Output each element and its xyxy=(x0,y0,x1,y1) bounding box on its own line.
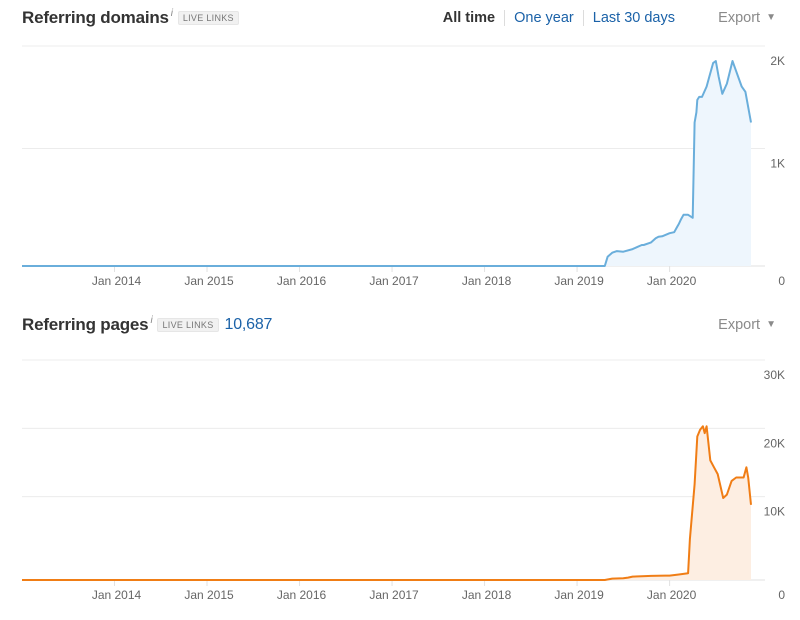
series-line xyxy=(22,60,752,267)
x-tick-label: Jan 2016 xyxy=(277,274,327,288)
export-label: Export xyxy=(718,10,761,26)
live-links-badge: LIVE LINKS xyxy=(157,318,219,332)
referring-pages-total: 10,687 xyxy=(224,316,273,333)
live-links-badge: LIVE LINKS xyxy=(177,11,239,25)
x-tick-label: Jan 2020 xyxy=(647,274,697,288)
x-tick-label: Jan 2017 xyxy=(369,274,419,288)
referring-domains-header: Referring domains i LIVE LINKS All time On… xyxy=(22,8,780,36)
x-tick-label: Jan 2015 xyxy=(184,588,234,602)
info-icon[interactable]: i xyxy=(150,315,153,327)
export-button[interactable]: Export ▼ xyxy=(718,10,776,26)
time-range-tabs: All time One year Last 30 days xyxy=(434,10,684,26)
series-line xyxy=(22,425,752,581)
referring-pages-title-group: Referring pages i LIVE LINKS 10,687 xyxy=(22,315,272,335)
referring-domains-chart: 2K 1K 0 Jan 2014 Jan 2015 Jan 2016 Jan 2017 Jan… xyxy=(22,45,785,288)
series-area xyxy=(22,426,751,580)
x-tick-label: Jan 2019 xyxy=(554,588,604,602)
tab-last-30-days[interactable]: Last 30 days xyxy=(582,10,684,26)
x-tick-label: Jan 2015 xyxy=(184,274,234,288)
tab-all-time[interactable]: All time xyxy=(442,10,496,26)
y-tick-label: 2K xyxy=(770,54,785,68)
y-tick-label: 1K xyxy=(770,157,785,171)
y-tick-label: 20K xyxy=(764,436,785,450)
export-label: Export xyxy=(718,317,761,333)
x-tick-label: Jan 2020 xyxy=(647,588,697,602)
referring-pages-header: Referring pages i LIVE LINKS 10,687 Export ▼ xyxy=(22,315,780,343)
referring-domains-title-group: Referring domains i LIVE LINKS xyxy=(22,8,239,28)
x-tick-label: Jan 2017 xyxy=(369,588,419,602)
y-tick-label: 0 xyxy=(778,588,785,602)
referring-domains-title: Referring domains xyxy=(22,8,169,27)
caret-down-icon: ▼ xyxy=(766,12,776,23)
caret-down-icon: ▼ xyxy=(766,319,776,330)
x-tick-label: Jan 2018 xyxy=(462,588,512,602)
referring-pages-title: Referring pages xyxy=(22,315,149,334)
series-area xyxy=(22,61,751,266)
x-tick-label: Jan 2016 xyxy=(277,588,327,602)
y-tick-label: 10K xyxy=(764,505,785,519)
info-icon[interactable]: i xyxy=(170,8,173,20)
x-tick-label: Jan 2018 xyxy=(462,274,512,288)
export-button[interactable]: Export ▼ xyxy=(718,317,776,333)
tab-one-year[interactable]: One year xyxy=(504,10,583,26)
x-tick-label: Jan 2019 xyxy=(554,274,604,288)
x-tick-label: Jan 2014 xyxy=(92,588,142,602)
x-tick-label: Jan 2014 xyxy=(92,274,142,288)
y-tick-label: 30K xyxy=(764,368,785,382)
y-tick-label: 0 xyxy=(778,274,785,288)
